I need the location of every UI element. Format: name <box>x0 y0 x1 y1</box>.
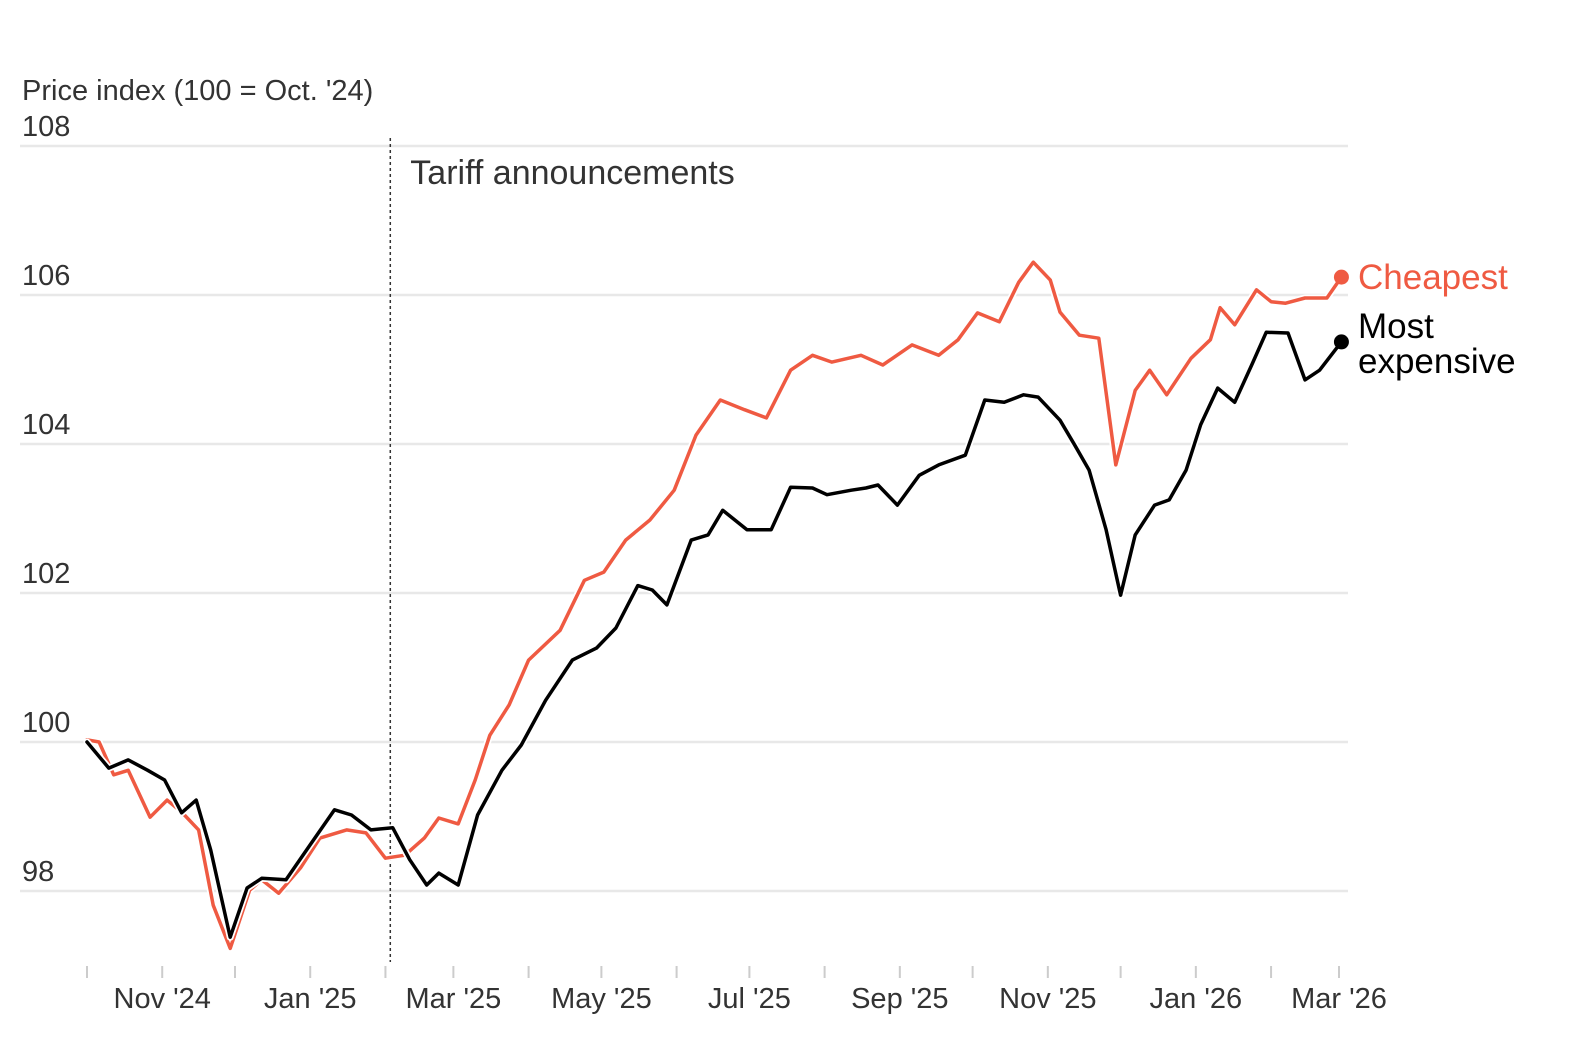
y-tick-label: 106 <box>22 260 70 292</box>
series-line-cheapest <box>85 260 1344 951</box>
x-tick-label: Jan '25 <box>264 983 357 1015</box>
x-tick-label: Nov '24 <box>114 983 211 1015</box>
y-tick-label: 102 <box>22 558 70 590</box>
series-label-most-expensive-line2: expensive <box>1358 342 1516 381</box>
y-axis-title: Price index (100 = Oct. '24) <box>22 75 373 107</box>
x-tick-label: Jul '25 <box>708 983 791 1015</box>
x-tick-label: Sep '25 <box>851 983 948 1015</box>
x-tick-label: Mar '25 <box>405 983 501 1015</box>
x-tick-label: Jan '26 <box>1150 983 1243 1015</box>
series-label-cheapest: Cheapest <box>1358 258 1508 297</box>
series-lines <box>83 258 1349 952</box>
x-tick-label: Nov '25 <box>999 983 1096 1015</box>
series-halo-cheapest <box>83 258 1345 952</box>
x-tick-label: May '25 <box>551 983 652 1015</box>
x-axis-ticks: Nov '24 Jan '25 Mar '25 May '25 Jul '25 Sep '… <box>86 966 1387 1015</box>
y-tick-label: 104 <box>22 409 70 441</box>
y-tick-label: 100 <box>22 707 70 739</box>
tariff-annotation-label: Tariff announcements <box>410 154 734 192</box>
series-endpoint-most-expensive <box>1333 334 1349 350</box>
series-halo-most-expensive <box>83 328 1345 941</box>
series-endpoint-cheapest <box>1333 269 1349 285</box>
x-tick-label: Mar '26 <box>1291 983 1387 1015</box>
series-line-most-expensive <box>85 330 1344 939</box>
gridlines <box>20 144 1348 893</box>
y-tick-label: 98 <box>22 856 54 888</box>
series-label-most-expensive-line1: Most <box>1358 307 1434 346</box>
y-axis-ticks: 98 100 102 104 106 108 <box>22 111 70 888</box>
y-tick-label: 108 <box>22 111 70 143</box>
